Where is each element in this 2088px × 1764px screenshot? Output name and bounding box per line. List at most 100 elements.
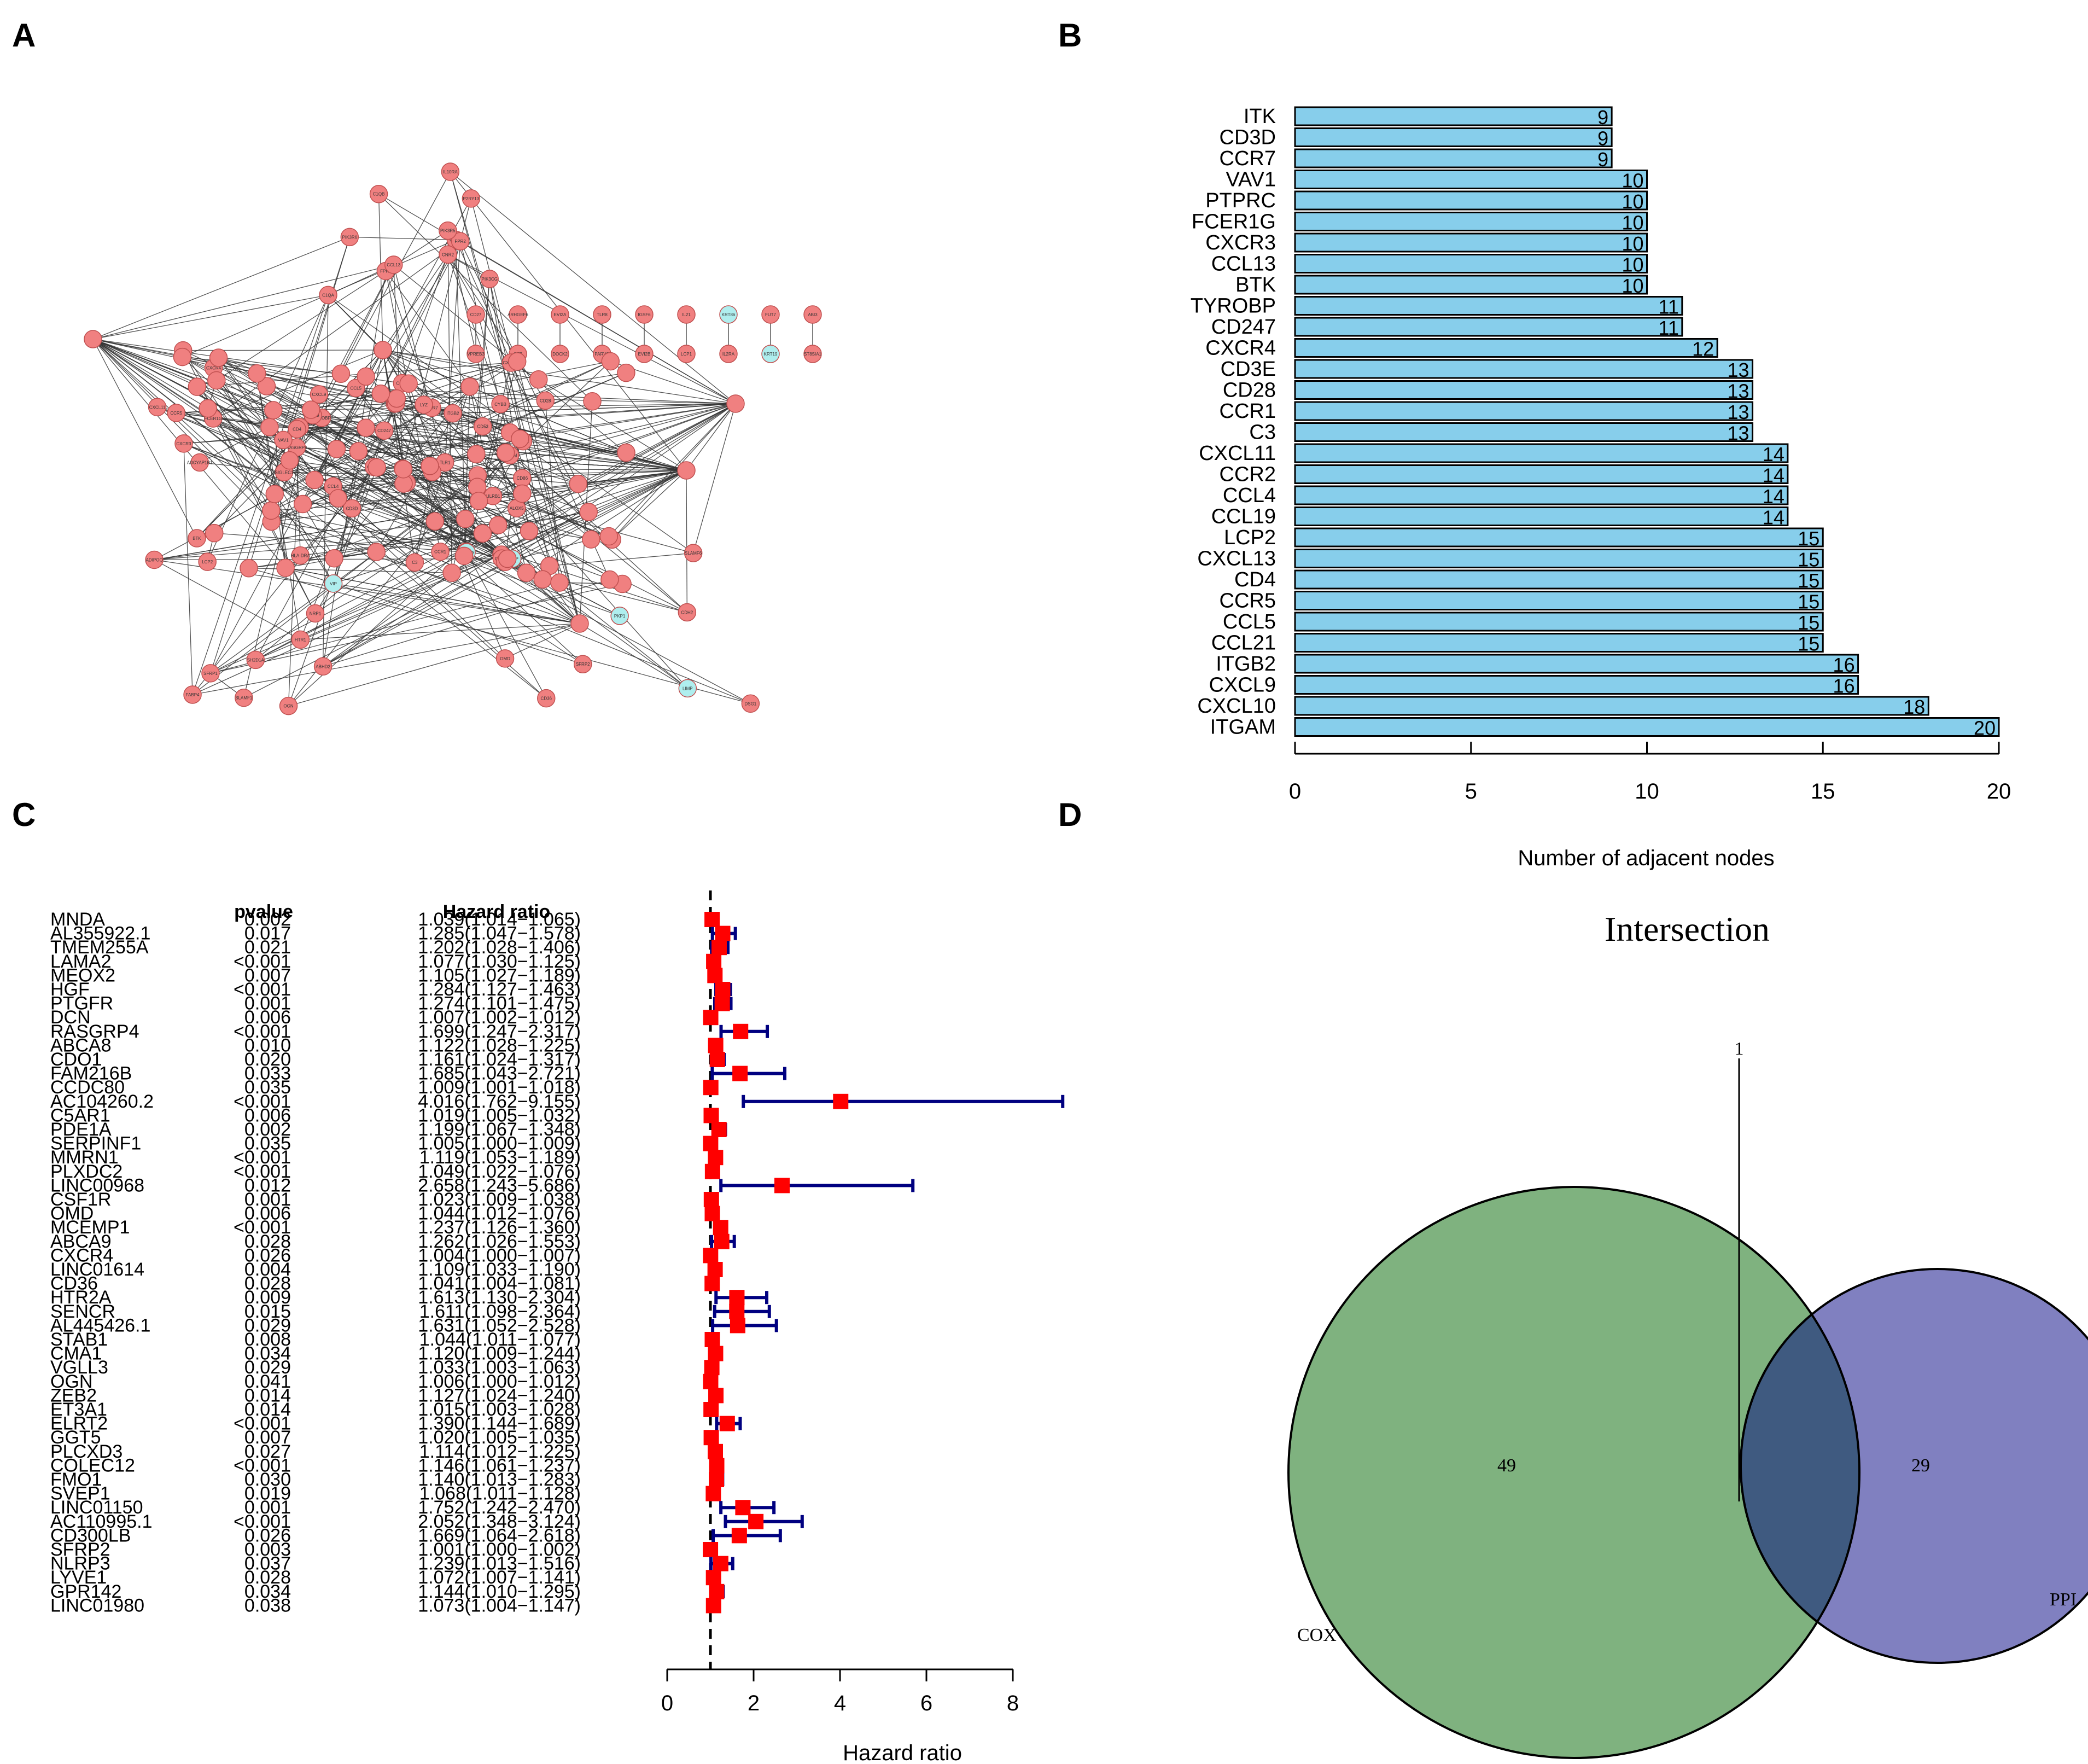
bar-value-label: 13 bbox=[1728, 401, 1749, 423]
network-edge bbox=[182, 356, 453, 414]
bar-tyrobp bbox=[1294, 296, 1683, 316]
bar-cxcl10 bbox=[1294, 696, 1929, 716]
forest-hr-text: 1.109(1.033−1.190) bbox=[418, 1259, 581, 1280]
bar-category-label: LCP2 bbox=[1224, 526, 1276, 549]
forest-point bbox=[729, 1303, 745, 1319]
network-node-label: ST8SIA1 bbox=[804, 352, 822, 357]
forest-hr-text: 1.669(1.064−2.618) bbox=[418, 1525, 581, 1546]
network-edge bbox=[512, 403, 736, 560]
forest-point bbox=[703, 1542, 719, 1557]
network-node bbox=[190, 453, 209, 472]
network-edge bbox=[365, 403, 736, 428]
network-node bbox=[198, 552, 217, 571]
network-edge bbox=[154, 559, 580, 624]
network-node bbox=[325, 549, 343, 568]
forest-gene-label: LINC01980 bbox=[50, 1595, 144, 1616]
bar-category-label: CD3D bbox=[1220, 126, 1276, 149]
forest-hr-text: 1.140(1.013−1.283) bbox=[418, 1469, 581, 1490]
forest-x-axis-label: Hazard ratio bbox=[843, 1741, 962, 1764]
network-node bbox=[367, 543, 386, 561]
forest-gene-label: HTR2A bbox=[50, 1287, 112, 1308]
forest-pvalue: 0.006 bbox=[244, 1007, 291, 1028]
bar-value-label: 18 bbox=[1903, 696, 1925, 718]
forest-pvalue: 0.006 bbox=[244, 1105, 291, 1126]
network-node bbox=[719, 305, 738, 324]
forest-gene-label: ZEB2 bbox=[50, 1385, 97, 1406]
network-edge bbox=[382, 350, 539, 380]
network-node bbox=[288, 420, 306, 439]
network-edge bbox=[394, 403, 687, 471]
forest-point bbox=[719, 1416, 735, 1431]
network-node bbox=[599, 527, 619, 546]
network-node-label: SLAMF1 bbox=[235, 696, 253, 701]
bar-itgam bbox=[1294, 717, 2000, 737]
network-edge bbox=[176, 412, 300, 428]
network-node bbox=[467, 445, 486, 464]
network-node bbox=[803, 345, 822, 363]
network-node bbox=[678, 679, 697, 698]
network-edge bbox=[333, 583, 580, 624]
network-edge bbox=[466, 552, 547, 698]
forest-axis-tick-label: 4 bbox=[834, 1691, 846, 1715]
forest-pvalue: 0.028 bbox=[244, 1273, 291, 1294]
network-node bbox=[583, 392, 602, 411]
network-node bbox=[469, 492, 488, 510]
forest-hr-text: 1.001(1.000−1.002) bbox=[418, 1539, 581, 1560]
bar-itgb2 bbox=[1294, 654, 1859, 674]
network-edge bbox=[522, 478, 592, 540]
forest-hr-text: 1.004(1.000−1.007) bbox=[418, 1245, 581, 1266]
bar-value-label: 10 bbox=[1622, 170, 1643, 192]
network-edge bbox=[477, 361, 611, 487]
bar-value-label: 15 bbox=[1798, 612, 1819, 634]
network-edge bbox=[394, 403, 430, 467]
network-edge bbox=[382, 350, 609, 537]
network-node bbox=[509, 305, 527, 324]
forest-point bbox=[703, 1402, 719, 1417]
bar-value-label: 14 bbox=[1763, 485, 1784, 508]
forest-point bbox=[709, 1458, 725, 1474]
network-node bbox=[444, 404, 462, 423]
network-edge bbox=[382, 350, 546, 401]
network-edge bbox=[197, 362, 511, 387]
network-node-label: CD53 bbox=[477, 424, 489, 429]
network-edge bbox=[382, 350, 579, 485]
bar-ptprc bbox=[1294, 190, 1648, 211]
network-edge bbox=[505, 623, 580, 659]
network-node bbox=[684, 544, 703, 562]
bar-value-label: 14 bbox=[1763, 464, 1784, 487]
network-node-label: SIGLEC1 bbox=[275, 470, 294, 475]
network-edge bbox=[289, 460, 623, 585]
forest-gene-label: CD300LB bbox=[50, 1525, 131, 1546]
forest-point bbox=[703, 1430, 719, 1446]
forest-gene-label: NLRP3 bbox=[50, 1553, 110, 1574]
bar-series: ITK 9 CD3D 9 CCR7 9 VAV1 10 PTPRC 10 FCER1G 10 CXCR3… bbox=[1191, 105, 2000, 740]
network-edge bbox=[210, 455, 511, 674]
forest-pvalue: 0.034 bbox=[244, 1343, 291, 1364]
bar-cd3e bbox=[1294, 359, 1754, 379]
forest-gene-label: LYVE1 bbox=[50, 1567, 107, 1588]
bar-category-label: CXCL9 bbox=[1209, 674, 1276, 697]
forest-hr-text: 1.033(1.003−1.063) bbox=[418, 1357, 581, 1378]
bar-axis-tick-label: 0 bbox=[1289, 779, 1301, 804]
network-node bbox=[600, 570, 619, 589]
bar-cxcr3 bbox=[1294, 232, 1648, 253]
network-node bbox=[441, 162, 460, 181]
forest-gene-label: MNDA bbox=[50, 909, 105, 930]
forest-point bbox=[704, 1360, 720, 1376]
network-node bbox=[173, 347, 192, 366]
network-edge bbox=[579, 623, 688, 689]
forest-pvalue: <0.001 bbox=[234, 1021, 291, 1042]
forest-hr-text: 1.023(1.009−1.038) bbox=[418, 1189, 581, 1210]
panel-label-a: A bbox=[12, 17, 36, 54]
forest-hr-text: 1.044(1.011−1.077) bbox=[419, 1329, 581, 1350]
forest-axis-tick-label: 6 bbox=[920, 1691, 932, 1715]
forest-pvalue: 0.004 bbox=[244, 1259, 291, 1280]
network-node bbox=[635, 305, 654, 324]
forest-pvalue: 0.028 bbox=[244, 1567, 291, 1588]
network-edge bbox=[255, 403, 395, 660]
forest-pvalue: 0.030 bbox=[244, 1469, 291, 1490]
bar-category-label: CXCL11 bbox=[1199, 442, 1276, 465]
network-node bbox=[369, 184, 388, 203]
forest-pvalue: 0.026 bbox=[244, 1525, 291, 1546]
forest-point bbox=[715, 982, 731, 997]
